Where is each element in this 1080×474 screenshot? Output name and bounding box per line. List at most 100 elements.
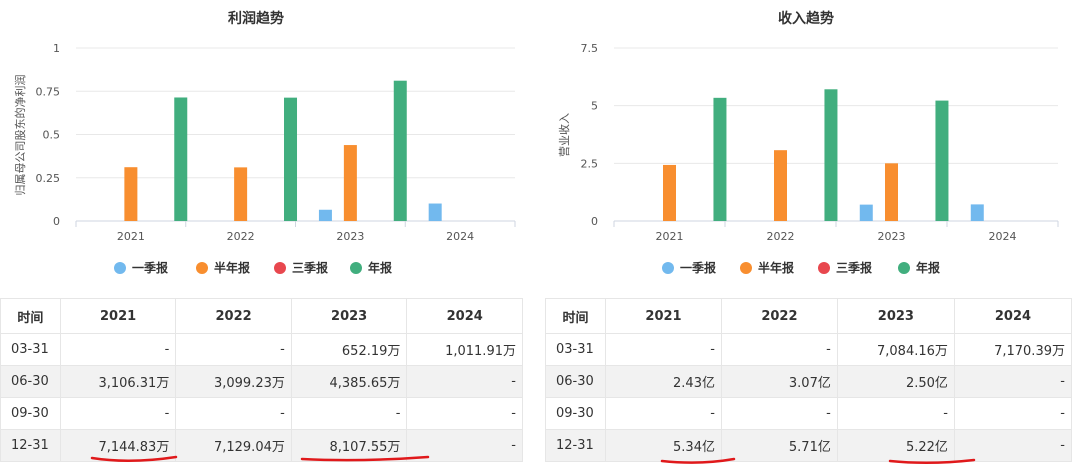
- table-header: 2022: [720, 298, 838, 334]
- table-cell: -: [175, 333, 292, 366]
- x-tick-label: 2024: [989, 230, 1017, 243]
- bar-h1[interactable]: [663, 164, 676, 221]
- table-cell: 7,129.04万: [175, 429, 292, 462]
- y-tick-label: 7.5: [581, 42, 599, 55]
- y-tick-label: 2.5: [581, 157, 599, 170]
- legend-item-annual[interactable]: 年报: [350, 260, 392, 275]
- table-row: 06-30 2.43亿 3.07亿 2.50亿 -: [544, 365, 1073, 398]
- table-cell: -: [406, 365, 523, 398]
- legend-dot: [274, 262, 286, 274]
- bar-h1[interactable]: [885, 163, 898, 221]
- bar-h1[interactable]: [343, 145, 357, 221]
- legend-label: 三季报: [836, 260, 872, 275]
- y-tick-label: 0: [591, 215, 598, 228]
- table-cell: -: [59, 333, 177, 366]
- legend-dot: [818, 262, 830, 274]
- legend-dot: [114, 262, 126, 274]
- bar-h1[interactable]: [234, 167, 248, 221]
- table-cell: 3,099.23万: [175, 365, 292, 398]
- bar-q1[interactable]: [859, 204, 873, 221]
- bar-annual[interactable]: [174, 97, 188, 221]
- table-header: 2021: [605, 298, 722, 334]
- table-cell: 03-31: [544, 333, 607, 366]
- table-header: 2021: [59, 298, 177, 334]
- table-cell: -: [720, 333, 838, 366]
- table-header: 2023: [290, 298, 408, 334]
- table-header: 2024: [953, 298, 1073, 334]
- table-cell: 8,107.55万: [290, 429, 408, 462]
- underline-mark: [888, 458, 976, 465]
- legend-item-h1[interactable]: 半年报: [740, 260, 794, 275]
- legend-label: 半年报: [214, 260, 250, 275]
- legend-dot: [196, 262, 208, 274]
- bar-q1[interactable]: [970, 204, 984, 221]
- table-cell: 06-30: [0, 365, 61, 398]
- x-tick-label: 2021: [656, 230, 684, 243]
- table-cell: 5.71亿: [720, 429, 838, 462]
- bar-q1[interactable]: [318, 209, 332, 221]
- legend-item-h1[interactable]: 半年报: [196, 260, 250, 275]
- chart-title: 利润趋势: [228, 10, 284, 27]
- table-cell: 03-31: [0, 333, 61, 366]
- y-tick-label: 0.5: [43, 129, 61, 142]
- table-cell: -: [953, 429, 1073, 462]
- legend-item-annual[interactable]: 年报: [898, 260, 940, 275]
- legend-label: 半年报: [758, 260, 794, 275]
- legend-dot: [898, 262, 910, 274]
- table-cell: 09-30: [0, 397, 61, 430]
- bar-h1[interactable]: [774, 150, 787, 221]
- underline-mark: [300, 455, 430, 462]
- table-cell: 7,170.39万: [953, 333, 1073, 366]
- table-cell: 4,385.65万: [290, 365, 408, 398]
- table-cell: -: [406, 397, 523, 430]
- bar-annual[interactable]: [713, 97, 727, 221]
- red-underline-annotations: [90, 455, 976, 465]
- legend-label: 一季报: [680, 260, 716, 275]
- table-cell: 09-30: [544, 397, 607, 430]
- table-cell: -: [836, 397, 955, 430]
- legend-item-q1[interactable]: 一季报: [114, 260, 168, 275]
- x-tick-label: 2021: [117, 230, 145, 243]
- table-cell: -: [59, 397, 177, 430]
- table-cell: 06-30: [544, 365, 607, 398]
- table-row: 12-31 5.34亿 5.71亿 5.22亿 -: [544, 429, 1073, 462]
- y-tick-label: 0.75: [36, 85, 61, 98]
- table-header: 2022: [175, 298, 292, 334]
- profit-trend-chart: 利润趋势 归属母公司股东的净利润 0 0.25 0.5 0.75 1 2021 2022 20…: [13, 10, 516, 275]
- x-tick-label: 2022: [767, 230, 795, 243]
- table-cell: 1,011.91万: [406, 333, 523, 366]
- legend-label: 年报: [916, 260, 940, 275]
- bar-annual[interactable]: [393, 80, 407, 222]
- table-header: 2023: [836, 298, 955, 334]
- table-cell: 2.43亿: [605, 365, 722, 398]
- table-cell: -: [720, 397, 838, 430]
- chart-title: 收入趋势: [778, 10, 834, 27]
- legend-label: 年报: [368, 260, 392, 275]
- legend-label: 三季报: [292, 260, 328, 275]
- bar-annual[interactable]: [284, 97, 298, 221]
- legend-item-q1[interactable]: 一季报: [662, 260, 716, 275]
- table-cell: 3.07亿: [720, 365, 838, 398]
- bar-h1[interactable]: [124, 167, 138, 221]
- table-cell: 7,144.83万: [59, 429, 177, 462]
- legend-dot: [740, 262, 752, 274]
- x-tick-label: 2024: [446, 230, 474, 243]
- table-cell: 2.50亿: [836, 365, 955, 398]
- table-cell: 5.22亿: [836, 429, 955, 462]
- table-header: 时间: [544, 298, 607, 334]
- table-cell: -: [953, 365, 1073, 398]
- legend-item-q3[interactable]: 三季报: [818, 260, 872, 275]
- table-cell: 7,084.16万: [836, 333, 955, 366]
- x-tick-label: 2023: [336, 230, 364, 243]
- underline-mark: [660, 457, 736, 464]
- bar-annual[interactable]: [824, 89, 838, 221]
- revenue-table: 时间 2021 2022 2023 2024 03-31 - - 7,084.1…: [544, 298, 1073, 462]
- bar-q1[interactable]: [428, 203, 442, 221]
- legend-item-q3[interactable]: 三季报: [274, 260, 328, 275]
- table-cell: 5.34亿: [605, 429, 722, 462]
- bar-annual[interactable]: [935, 100, 949, 221]
- legend-dot: [350, 262, 362, 274]
- table-cell: 12-31: [0, 429, 61, 462]
- table-cell: -: [175, 397, 292, 430]
- table-header: 2024: [406, 298, 523, 334]
